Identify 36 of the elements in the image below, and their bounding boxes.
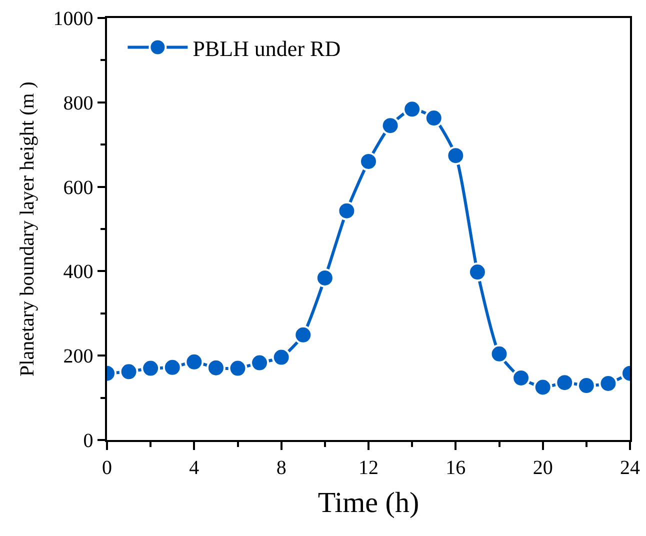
point: [555, 373, 574, 392]
x-tick-label: 8: [276, 456, 286, 479]
y-tick-label: 1000: [53, 8, 94, 30]
point: [162, 358, 182, 377]
point: [141, 358, 160, 378]
y-tick-label: 200: [63, 346, 94, 368]
x-axis-title: Time (h): [318, 487, 420, 520]
point: [446, 146, 466, 166]
point: [490, 344, 509, 364]
x-tick-label: 24: [620, 456, 640, 479]
point: [402, 100, 422, 119]
x-tick-label: 4: [189, 456, 200, 479]
point: [294, 325, 313, 344]
point: [380, 116, 400, 136]
point: [337, 201, 356, 220]
y-tick-label: 400: [63, 261, 94, 284]
point: [184, 352, 204, 372]
y-tick-label: 600: [63, 176, 94, 199]
point: [424, 108, 444, 128]
x-tick-label: 12: [358, 456, 378, 479]
point: [359, 152, 378, 171]
point: [206, 358, 226, 378]
point: [228, 358, 248, 378]
point: [468, 262, 487, 282]
point: [250, 353, 270, 372]
y-axis-title: Planetary boundary layer height (m ): [16, 82, 38, 376]
y-tick-label: 800: [63, 92, 94, 114]
y-tick-label: 0: [83, 430, 94, 452]
x-tick-label: 0: [102, 456, 112, 479]
point: [119, 362, 138, 382]
point: [315, 268, 334, 288]
x-tick-label: 20: [532, 456, 553, 479]
point: [533, 378, 552, 397]
legend-label: PBLH under RD: [192, 36, 341, 61]
point: [272, 348, 291, 367]
x-tick-label: 16: [446, 456, 466, 479]
